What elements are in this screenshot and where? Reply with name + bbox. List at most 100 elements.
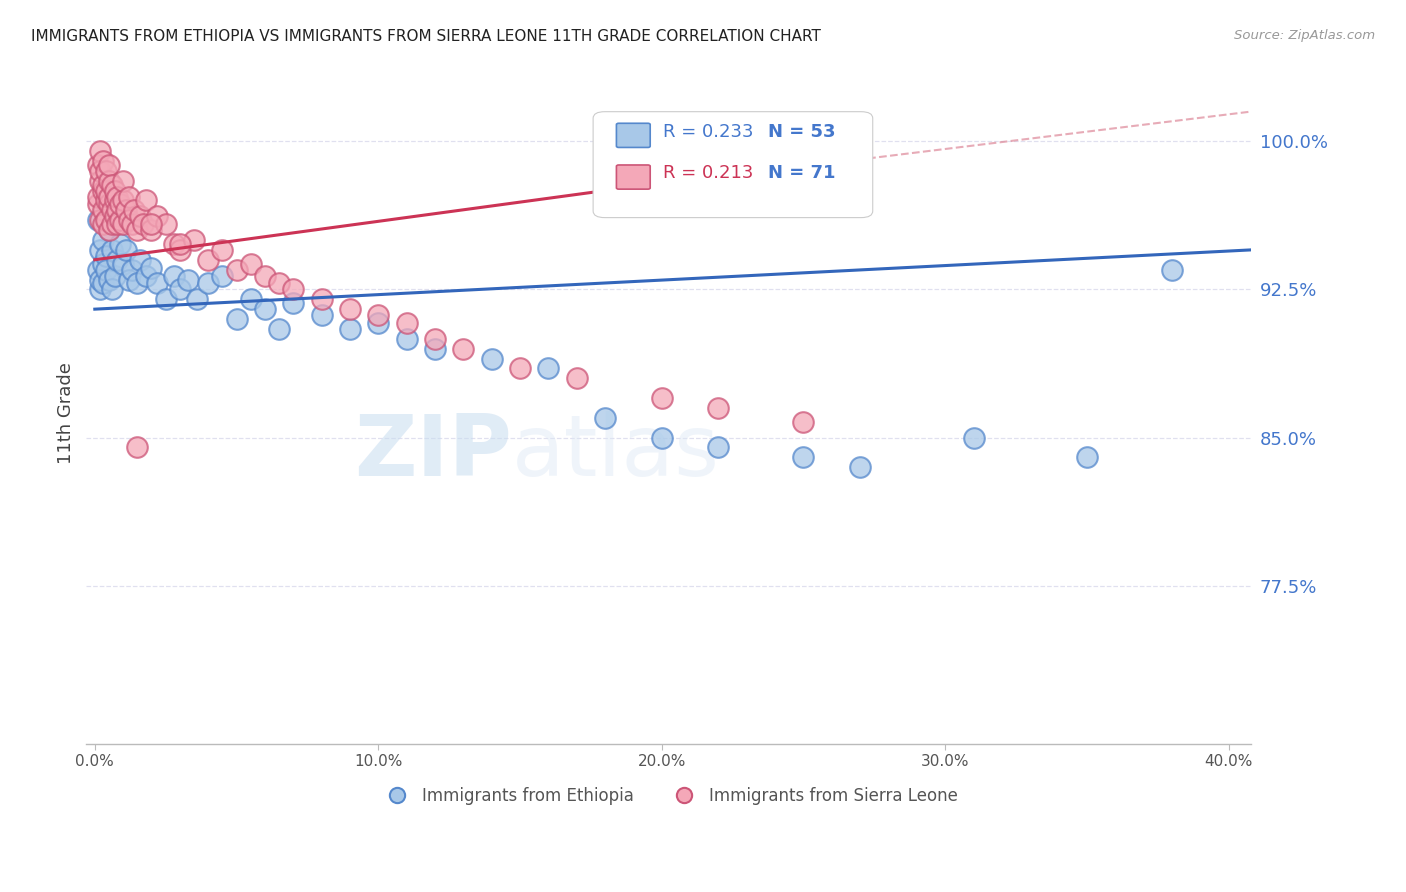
Point [197,252,219,267]
Point [112,174,135,188]
Text: R = 0.213: R = 0.213 [664,163,754,182]
Point [135,268,157,283]
Point [118,213,141,227]
Point [115,203,138,218]
Point [792,415,814,429]
Point [169,282,191,296]
Point [651,391,673,405]
Point [146,277,169,291]
FancyBboxPatch shape [616,165,650,189]
Point [239,293,262,307]
Point [110,197,132,211]
Point [367,316,389,330]
Point [89,282,111,296]
Text: IMMIGRANTS FROM ETHIOPIA VS IMMIGRANTS FROM SIERRA LEONE 11TH GRADE CORRELATION : IMMIGRANTS FROM ETHIOPIA VS IMMIGRANTS F… [31,29,821,44]
Point [311,308,333,322]
Point [124,203,146,218]
Text: ZIP: ZIP [354,411,512,494]
Legend: Immigrants from Ethiopia, Immigrants from Sierra Leone: Immigrants from Ethiopia, Immigrants fro… [374,780,965,812]
Text: R = 0.233: R = 0.233 [664,122,754,141]
Point [94,249,117,263]
Point [94,213,117,227]
Point [86,213,108,227]
Point [186,293,208,307]
Point [101,203,124,218]
Point [94,184,117,198]
Point [110,213,132,227]
Point [98,223,121,237]
Point [141,223,163,237]
Point [107,252,129,267]
Point [141,260,163,275]
Y-axis label: 11th Grade: 11th Grade [58,362,75,464]
Point [197,277,219,291]
Point [127,223,149,237]
Point [91,257,114,271]
Point [91,203,114,218]
Point [169,236,191,251]
Point [283,296,305,310]
Point [91,277,114,291]
Point [211,268,233,283]
Point [155,217,177,231]
Point [395,332,418,346]
Point [98,174,121,188]
Point [89,213,111,227]
Point [98,197,121,211]
Text: atlas: atlas [512,411,720,494]
Point [509,361,531,376]
Point [110,236,132,251]
Point [1076,450,1098,465]
Point [115,243,138,257]
Point [132,217,155,231]
Point [792,450,814,465]
Point [225,262,247,277]
Point [239,257,262,271]
Point [112,217,135,231]
Point [849,460,872,475]
Point [453,342,475,356]
FancyBboxPatch shape [593,112,873,218]
Point [91,153,114,168]
Point [89,243,111,257]
Point [89,144,111,158]
Point [101,178,124,192]
Point [104,194,127,208]
Point [104,209,127,223]
Point [962,431,984,445]
Point [94,262,117,277]
Point [169,243,191,257]
Point [423,342,446,356]
Point [104,184,127,198]
Point [367,308,389,322]
Point [141,217,163,231]
Point [91,217,114,231]
Point [155,293,177,307]
Point [98,272,121,286]
Point [707,441,730,455]
Point [94,194,117,208]
Text: N = 53: N = 53 [768,122,835,141]
Point [163,236,186,251]
Point [107,203,129,218]
Point [1161,262,1184,277]
Point [101,217,124,231]
Point [91,233,114,247]
Point [283,282,305,296]
Point [89,164,111,178]
Point [86,262,108,277]
Point [146,209,169,223]
Point [98,223,121,237]
Point [121,262,143,277]
Point [89,174,111,188]
FancyBboxPatch shape [616,123,650,147]
Point [565,371,588,385]
Point [183,233,205,247]
Point [135,194,157,208]
Point [253,268,276,283]
Point [127,277,149,291]
Point [211,243,233,257]
Point [267,277,290,291]
Point [537,361,560,376]
Point [395,316,418,330]
